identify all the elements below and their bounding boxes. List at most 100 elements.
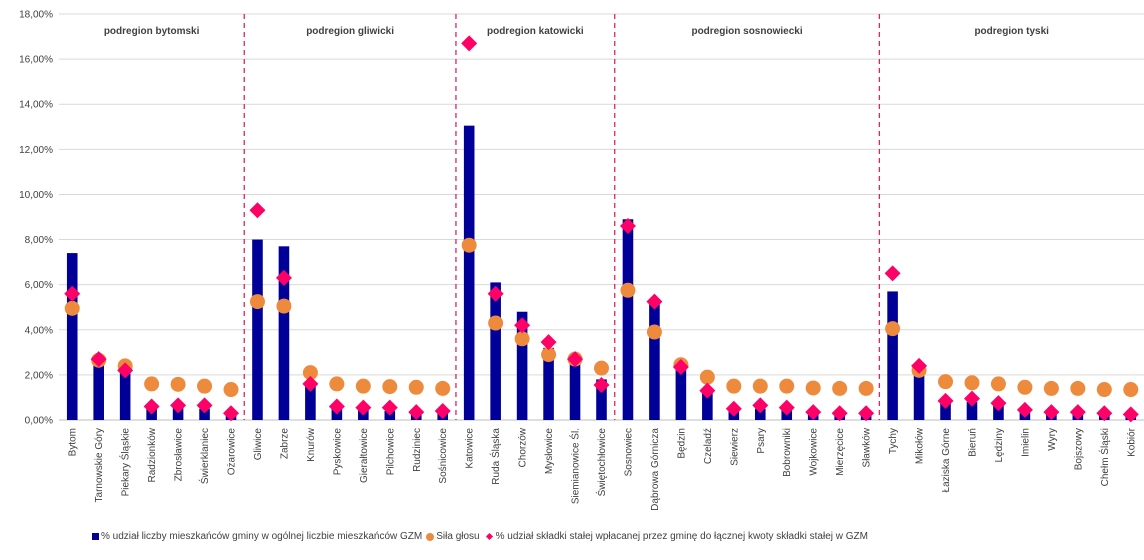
bar (966, 401, 978, 420)
point-circle (249, 294, 265, 310)
x-tick-label: Sławków (862, 427, 873, 467)
x-tick-label: Imielin (1020, 428, 1031, 457)
group-label: podregion katowicki (487, 26, 584, 37)
point-circle (726, 378, 742, 394)
point-circle (435, 380, 451, 396)
point-circle (64, 300, 80, 316)
point-circle (1096, 382, 1112, 398)
point-circle (752, 378, 768, 394)
x-tick-label: Bojszowy (1073, 428, 1084, 470)
y-tick-label: 12,00% (19, 145, 53, 156)
point-diamond (963, 390, 980, 407)
bar (675, 365, 687, 420)
point-diamond (170, 397, 187, 414)
point-diamond (328, 398, 345, 415)
point-diamond (646, 293, 663, 310)
point-circle (329, 376, 345, 392)
bar (199, 408, 210, 420)
point-diamond (223, 405, 240, 422)
x-tick-label: Bobrowniki (782, 428, 793, 477)
point-diamond (487, 285, 504, 302)
legend-item-population: % udział liczby mieszkańców gminy w ogól… (92, 531, 422, 542)
point-diamond (831, 405, 848, 422)
chart-legend: % udział liczby mieszkańców gminy w ogól… (92, 531, 872, 542)
y-tick-label: 14,00% (19, 100, 53, 111)
legend-label-population: % udział liczby mieszkańców gminy w ogól… (101, 531, 423, 542)
point-circle (514, 331, 530, 347)
point-circle (355, 378, 371, 394)
x-tick-label: Mikołów (915, 427, 926, 464)
x-tick-label: Zabrze (279, 428, 290, 460)
y-tick-label: 2,00% (25, 370, 53, 381)
point-circle (858, 380, 874, 396)
point-circle (170, 376, 186, 392)
x-tick-label: Chełm Śląski (1098, 428, 1111, 486)
x-tick-label: Rudziniec (412, 428, 423, 472)
group-label: podregion sosnowiecki (691, 26, 802, 37)
x-tick-label: Kobiór (1126, 427, 1137, 457)
point-diamond (911, 357, 928, 374)
bar (278, 246, 290, 420)
point-diamond (90, 351, 107, 368)
bar (887, 291, 898, 420)
point-diamond (143, 398, 160, 415)
bar (490, 282, 501, 420)
bar (93, 361, 104, 420)
x-tick-label: Świętochłowice (595, 428, 608, 497)
bar (913, 370, 925, 420)
x-tick-label: Ruda Śląska (489, 428, 502, 485)
legend-item-contribution: % udział składki stałej wpłacanej przez … (484, 531, 868, 542)
y-tick-label: 16,00% (19, 55, 53, 66)
point-diamond (408, 404, 425, 421)
x-tick-label: Tychy (888, 428, 899, 454)
point-circle (594, 360, 609, 376)
point-circle (1017, 379, 1033, 395)
bar (66, 253, 78, 420)
point-diamond (1122, 406, 1139, 423)
point-circle (408, 379, 424, 395)
bar (252, 239, 263, 420)
x-tick-label: Siewierz (729, 428, 740, 466)
point-circle (276, 298, 292, 314)
x-tick-label: Gierałtowice (359, 428, 370, 483)
chart-svg: 0,00% 2,00% 4,00% 6,00% 8,00% 10,00% 12,00% 14,… (19, 10, 1144, 511)
point-diamond (593, 377, 610, 394)
point-diamond (434, 402, 451, 419)
x-tick-label: Będzin (676, 428, 687, 459)
bar (543, 347, 554, 420)
point-diamond (355, 399, 372, 416)
x-tick-label: Świerklaniec (198, 428, 211, 484)
x-tick-label: Katowice (465, 428, 476, 469)
x-tick-label: Pyskowice (332, 428, 343, 476)
group-label: podregion bytomski (104, 26, 200, 37)
point-circle (832, 380, 848, 396)
point-diamond (249, 202, 266, 219)
point-circle (1043, 380, 1059, 396)
group-label: podregion gliwicki (306, 26, 394, 37)
point-circle (938, 374, 954, 390)
point-circle (779, 378, 795, 394)
point-diamond (937, 392, 954, 409)
y-tick-label: 8,00% (25, 235, 53, 246)
x-tick-label: Radzionków (147, 427, 158, 482)
point-diamond (778, 399, 795, 416)
point-diamond (725, 400, 742, 417)
x-tick-label: Bieruń (967, 428, 978, 457)
point-diamond (672, 358, 689, 375)
x-tick-label: Wyry (1047, 428, 1058, 451)
bar (119, 370, 131, 420)
point-circle (699, 369, 715, 385)
point-diamond (117, 362, 134, 379)
y-tick-label: 6,00% (25, 280, 53, 291)
point-diamond (699, 382, 716, 399)
x-tick-label: Ożarowice (227, 428, 238, 476)
point-diamond (858, 405, 875, 422)
point-diamond (461, 35, 478, 52)
x-tick-label: Chorzów (518, 427, 529, 467)
point-circle (1070, 380, 1086, 396)
x-tick-label: Knurów (306, 427, 317, 462)
x-tick-label: Zbrosławice (174, 428, 185, 482)
point-diamond (540, 334, 557, 351)
x-tick-label: Czeladź (703, 428, 714, 464)
x-tick-label: Piekary Śląskie (119, 428, 132, 497)
